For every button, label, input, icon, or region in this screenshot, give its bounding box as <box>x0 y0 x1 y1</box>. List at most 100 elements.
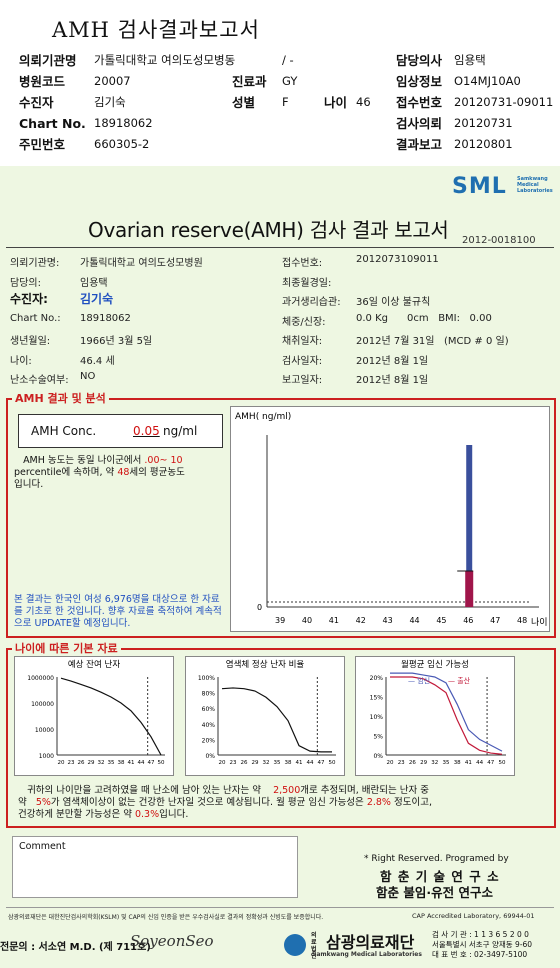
field-value: 1966년 3월 5일 <box>80 336 153 347</box>
y-tick-label: 1000000 <box>27 675 54 682</box>
header-value: 임용택 <box>454 53 486 67</box>
x-tick-label: 50 <box>158 760 165 766</box>
y-tick-label: 0% <box>205 753 215 760</box>
foundation-english: Samkwang Medical Laboratories <box>312 951 422 958</box>
header-row: Chart No. 18918062 검사의뢰 20120731 <box>19 113 559 134</box>
field-row: 체중/신장: 0.0 Kg 0cm BMI: 0.00 <box>282 310 552 330</box>
y-tick-label: 60% <box>202 706 216 713</box>
x-tick-label: 29 <box>252 760 259 766</box>
desc-part: percentile에 속하며, 약 <box>14 467 115 478</box>
header-value: 20120731-09011 <box>454 95 554 109</box>
foundation-logo-icon <box>284 934 306 956</box>
x-tick-label: 29 <box>88 760 95 766</box>
summary-part: 가 염색체이상이 없는 건강한 난자일 것으로 예상됩니다. 월 평균 임신 가… <box>50 797 364 808</box>
x-tick-label: 20 <box>219 760 226 766</box>
x-tick-label: 41 <box>128 760 135 766</box>
header-key: 접수번호 <box>396 95 443 110</box>
y-tick-label: 10000 <box>35 727 54 734</box>
field-key: 채취일자: <box>282 336 323 347</box>
field-key: 의뢰기관명: <box>10 258 60 269</box>
eggs-chart-box: 예상 잔여 난자 1000000 100000 10000 1000 20 23 26 29 32… <box>14 656 174 776</box>
y-tick-label: 0 <box>257 603 262 612</box>
legend-item: — 출산 <box>448 676 471 685</box>
desc-part: 입니다. <box>14 479 44 490</box>
amh-conc-box: AMH Conc. 0.05 ng/ml <box>18 414 223 448</box>
field-row: Chart No.: 18918062 <box>10 310 270 330</box>
x-tick-label: 47 <box>490 616 500 625</box>
amh-description: AMH 농도는 동일 나이군에서 .00~ 10 percentile에 속하며… <box>14 455 228 491</box>
y-tick-label: 100000 <box>31 701 54 708</box>
summary-birth: 0.3% <box>134 809 160 820</box>
field-value: 2012년 8월 1일 <box>356 355 429 367</box>
y-tick-label: 100% <box>198 675 215 682</box>
summary-part: 약 <box>18 797 27 808</box>
field-key: 생년월일: <box>10 336 51 347</box>
x-tick-label: 26 <box>78 760 85 766</box>
x-tick-label: 38 <box>118 760 125 766</box>
field-value: 가톨릭대학교 여의도성모병원 <box>80 258 203 269</box>
x-tick-label: 20 <box>58 760 65 766</box>
amh-data-note: 본 결과는 한국인 여성 6,976명을 대상으로 한 자료를 기초로 한 것입… <box>14 594 222 629</box>
header-key: 성별 <box>232 95 256 110</box>
desc-age: 48 <box>117 467 130 478</box>
amh-conc-value: 0.05 <box>133 424 160 438</box>
header-block: 의뢰기관명 가톨릭대학교 여의도성모병동 / - 담당의사 임용택 병원코드 20007 진료… <box>19 50 559 155</box>
field-key: 최종월경일: <box>282 277 332 289</box>
x-tick-label: 40 <box>302 616 312 625</box>
field-key: 수진자: <box>10 292 48 306</box>
field-key: 검사일자: <box>282 355 323 367</box>
y-tick-label: 1000 <box>39 753 54 760</box>
x-tick-label: 32 <box>263 760 270 766</box>
x-tick-label: 38 <box>454 760 461 766</box>
desc-part: AMH 농도는 동일 나이군에서 <box>23 455 142 466</box>
y-tick-label: 0% <box>373 753 383 760</box>
field-row: 검사일자: 2012년 8월 1일 <box>282 349 552 369</box>
header-key: Chart No. <box>19 116 86 131</box>
pregnancy-chart-box: 월평균 임신 가능성 20% 15% 10% 5% 0% 20 23 26 29 32 35 38 41 4… <box>355 656 515 776</box>
cap-accreditation: CAP Accredited Laboratory, 69944-01 <box>412 912 535 920</box>
x-tick-label: 44 <box>476 760 483 766</box>
chart-title: 염색체 정상 난자 비율 <box>226 659 305 670</box>
header-value: 18918062 <box>94 116 153 130</box>
field-row: 채취일자: 2012년 7월 31일 (MCD # 0 일) <box>282 329 552 349</box>
result-bar <box>465 571 474 608</box>
header-value: 660305-2 <box>94 137 150 151</box>
field-key: 접수번호: <box>282 258 323 269</box>
y-tick-label: 5% <box>373 734 383 741</box>
sml-logo-subtitle: Samkwang Medical Laboratories <box>517 176 553 194</box>
header-value: 김기숙 <box>94 95 126 109</box>
x-tick-label: 41 <box>465 760 472 766</box>
summary-preg: 2.8% <box>366 797 391 808</box>
amh-section-heading: AMH 결과 및 분석 <box>12 390 109 406</box>
field-value: 김기숙 <box>80 292 114 306</box>
field-key: 나이: <box>10 355 32 367</box>
field-row: 접수번호: 2012073109011 <box>282 251 552 271</box>
amh-chart: AMH( ng/ml) 0 39 40 41 42 43 44 45 46 47 48 나이 <box>235 412 548 628</box>
field-row: 보고일자: 2012년 8월 1일 <box>282 368 552 388</box>
header-value: / - <box>282 53 294 67</box>
summary-part: 개로 추정되며, 배란되는 난자 중 <box>300 785 430 796</box>
chromosome-chart: 염색체 정상 난자 비율 100% 80% 60% 40% 20% 0% 20 23 26 29 32… <box>198 659 336 766</box>
x-tick-label: 26 <box>241 760 248 766</box>
y-axis-label: AMH( ng/ml) <box>235 412 291 422</box>
series-line <box>221 687 332 753</box>
field-value: 36일 이상 불규칙 <box>356 297 431 308</box>
divider <box>6 907 554 908</box>
field-key: 난소수술여부: <box>10 375 69 386</box>
x-tick-label: 44 <box>307 760 314 766</box>
x-tick-label: 44 <box>409 616 419 625</box>
amh-conc-label: AMH Conc. <box>31 424 97 438</box>
amh-result-section <box>6 398 556 638</box>
divider <box>6 247 554 248</box>
chromosome-chart-box: 염색체 정상 난자 비율 100% 80% 60% 40% 20% 0% 20 23 26 29 32… <box>185 656 345 776</box>
field-row: 과거생리습관: 36일 이상 불규칙 <box>282 290 552 310</box>
field-row: 난소수술여부: NO <box>10 368 270 388</box>
x-tick-label: 47 <box>318 760 325 766</box>
y-tick-label: 10% <box>370 714 384 721</box>
sml-logo: SML <box>452 174 507 199</box>
header-key: 나이 <box>324 95 348 110</box>
x-tick-label: 45 <box>436 616 446 625</box>
footer-note: 삼광의료재단은 대한진단검사의학회(KSLM) 및 CAP의 신임 인증을 받은… <box>8 914 324 921</box>
header-key: 병원코드 <box>19 74 66 89</box>
field-row: 수진자: 김기숙 <box>10 290 270 310</box>
